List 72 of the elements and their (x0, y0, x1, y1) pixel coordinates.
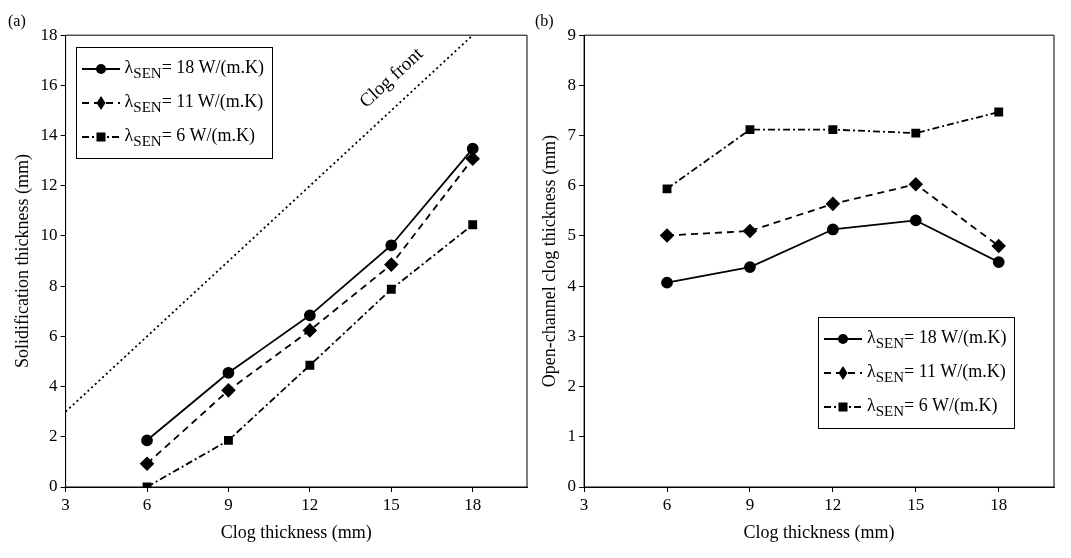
point (994, 107, 1004, 117)
x-tick-label: 6 (662, 494, 672, 514)
legend-label: λ$_{SEN}$= 6 W/(m.K) (124, 124, 255, 150)
y-tick-label: 4 (49, 376, 59, 396)
point (825, 196, 840, 211)
point (466, 142, 479, 155)
point (745, 125, 755, 135)
y-tick-label: 6 (567, 175, 577, 195)
point (303, 309, 316, 322)
x-tick-label: 6 (142, 494, 152, 514)
point (468, 220, 478, 230)
legend-label: λ$_{SEN}$= 11 W/(m.K) (867, 360, 1006, 386)
x-axis-title: Clog thickness (mm) (743, 521, 895, 543)
point (911, 128, 921, 138)
y-tick-label: 5 (567, 225, 577, 245)
y-tick-label: 4 (567, 275, 577, 295)
y-tick-label: 18 (40, 24, 58, 44)
point (222, 366, 235, 379)
x-tick-label: 9 (224, 494, 233, 514)
y-tick-label: 14 (40, 125, 59, 145)
y-axis-title: Solidification thickness (mm) (11, 154, 33, 369)
legend-label: λ$_{SEN}$= 6 W/(m.K) (867, 394, 998, 420)
point (662, 184, 672, 194)
point (140, 456, 154, 471)
y-tick-label: 7 (567, 125, 577, 145)
point (386, 284, 396, 294)
point (465, 151, 480, 166)
point (744, 261, 756, 274)
point (224, 435, 233, 445)
point (828, 125, 838, 135)
x-tick-label: 18 (990, 494, 1008, 514)
point (992, 256, 1005, 268)
y-tick-label: 2 (49, 426, 58, 446)
point (384, 257, 399, 272)
x-tick-label: 15 (907, 494, 925, 514)
point (141, 434, 153, 447)
y-tick-label: 16 (40, 74, 58, 94)
chart-title: (a) (8, 11, 26, 30)
text: Clog front (354, 42, 428, 112)
point (991, 239, 1006, 253)
point (385, 239, 398, 252)
x-tick-label: 18 (464, 494, 482, 514)
point (908, 177, 923, 192)
legend-label: λ$_{SEN}$= 11 W/(m.K) (124, 90, 264, 116)
x-tick-label: 12 (301, 494, 319, 514)
point (305, 360, 315, 370)
legend-label: λ$_{SEN}$= 18 W/(m.K) (124, 56, 264, 82)
point (661, 276, 673, 289)
y-tick-label: 6 (49, 325, 58, 345)
point (909, 214, 922, 227)
x-tick-label: 9 (745, 494, 755, 514)
point (660, 228, 674, 243)
point (826, 223, 839, 236)
x-tick-label: 12 (824, 494, 842, 514)
y-tick-label: 8 (49, 275, 58, 295)
y-tick-label: 12 (40, 175, 58, 195)
y-tick-label: 8 (567, 74, 577, 94)
y-tick-label: 10 (40, 225, 58, 245)
y-tick-label: 0 (49, 476, 58, 496)
x-axis-title: Clog thickness (mm) (220, 521, 372, 543)
y-tick-label: 1 (567, 426, 577, 446)
chart-title: (b) (535, 11, 554, 30)
y-tick-label: 0 (567, 476, 577, 496)
y-tick-label: 3 (567, 325, 577, 345)
point (302, 323, 317, 338)
legend-label: λ$_{SEN}$= 18 W/(m.K) (867, 326, 1007, 352)
point (743, 224, 757, 238)
point (221, 383, 236, 398)
y-tick-label: 9 (567, 24, 577, 44)
y-tick-label: 2 (567, 376, 577, 396)
y-axis-title: Open-channel clog thickness (mm) (538, 134, 560, 388)
x-tick-label: 15 (382, 494, 400, 514)
